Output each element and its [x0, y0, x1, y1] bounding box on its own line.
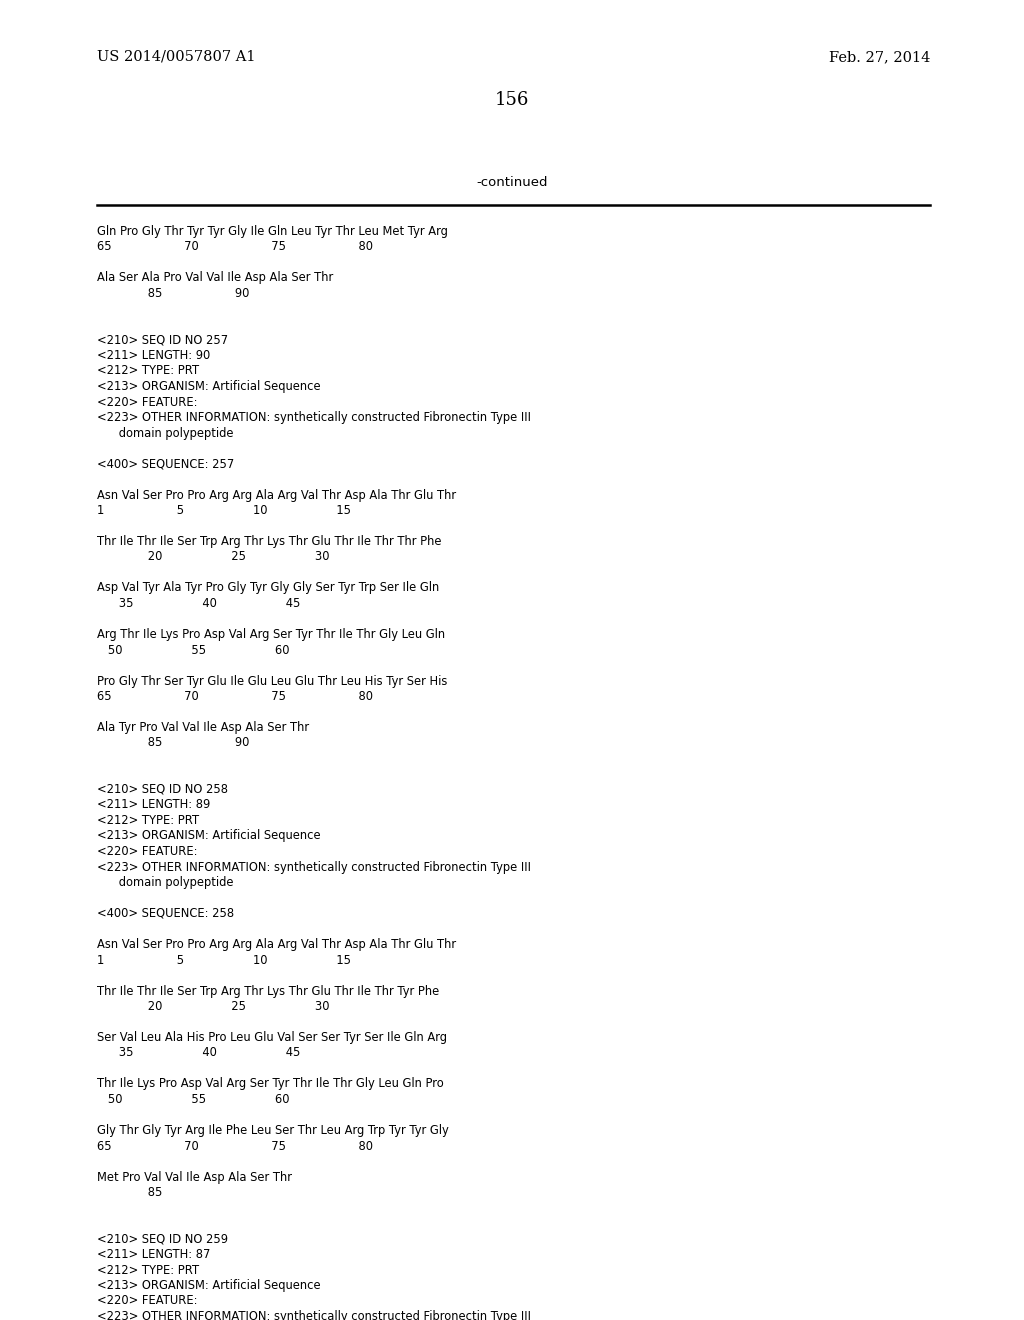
Text: Asn Val Ser Pro Pro Arg Arg Ala Arg Val Thr Asp Ala Thr Glu Thr: Asn Val Ser Pro Pro Arg Arg Ala Arg Val …: [97, 939, 456, 950]
Text: <212> TYPE: PRT: <212> TYPE: PRT: [97, 1263, 199, 1276]
Text: 20                   25                   30: 20 25 30: [97, 550, 330, 564]
Text: Ala Tyr Pro Val Val Ile Asp Ala Ser Thr: Ala Tyr Pro Val Val Ile Asp Ala Ser Thr: [97, 721, 309, 734]
Text: 65                    70                    75                    80: 65 70 75 80: [97, 1139, 373, 1152]
Text: -continued: -continued: [476, 177, 548, 190]
Text: <211> LENGTH: 89: <211> LENGTH: 89: [97, 799, 210, 812]
Text: Asp Val Tyr Ala Tyr Pro Gly Tyr Gly Gly Ser Tyr Trp Ser Ile Gln: Asp Val Tyr Ala Tyr Pro Gly Tyr Gly Gly …: [97, 582, 439, 594]
Text: Thr Ile Thr Ile Ser Trp Arg Thr Lys Thr Glu Thr Ile Thr Thr Phe: Thr Ile Thr Ile Ser Trp Arg Thr Lys Thr …: [97, 535, 441, 548]
Text: <220> FEATURE:: <220> FEATURE:: [97, 845, 198, 858]
Text: Ala Ser Ala Pro Val Val Ile Asp Ala Ser Thr: Ala Ser Ala Pro Val Val Ile Asp Ala Ser …: [97, 272, 333, 285]
Text: Gly Thr Gly Tyr Arg Ile Phe Leu Ser Thr Leu Arg Trp Tyr Tyr Gly: Gly Thr Gly Tyr Arg Ile Phe Leu Ser Thr …: [97, 1125, 449, 1137]
Text: Thr Ile Lys Pro Asp Val Arg Ser Tyr Thr Ile Thr Gly Leu Gln Pro: Thr Ile Lys Pro Asp Val Arg Ser Tyr Thr …: [97, 1077, 443, 1090]
Text: domain polypeptide: domain polypeptide: [97, 426, 233, 440]
Text: Ser Val Leu Ala His Pro Leu Glu Val Ser Ser Tyr Ser Ile Gln Arg: Ser Val Leu Ala His Pro Leu Glu Val Ser …: [97, 1031, 447, 1044]
Text: Met Pro Val Val Ile Asp Ala Ser Thr: Met Pro Val Val Ile Asp Ala Ser Thr: [97, 1171, 292, 1184]
Text: <220> FEATURE:: <220> FEATURE:: [97, 1295, 198, 1308]
Text: <211> LENGTH: 87: <211> LENGTH: 87: [97, 1247, 210, 1261]
Text: 156: 156: [495, 91, 529, 110]
Text: Asn Val Ser Pro Pro Arg Arg Ala Arg Val Thr Asp Ala Thr Glu Thr: Asn Val Ser Pro Pro Arg Arg Ala Arg Val …: [97, 488, 456, 502]
Text: <223> OTHER INFORMATION: synthetically constructed Fibronectin Type III: <223> OTHER INFORMATION: synthetically c…: [97, 411, 531, 424]
Text: 50                   55                   60: 50 55 60: [97, 644, 290, 656]
Text: Feb. 27, 2014: Feb. 27, 2014: [828, 50, 930, 63]
Text: 65                    70                    75                    80: 65 70 75 80: [97, 690, 373, 704]
Text: 1                    5                   10                   15: 1 5 10 15: [97, 953, 351, 966]
Text: <400> SEQUENCE: 258: <400> SEQUENCE: 258: [97, 907, 234, 920]
Text: <223> OTHER INFORMATION: synthetically constructed Fibronectin Type III: <223> OTHER INFORMATION: synthetically c…: [97, 1309, 531, 1320]
Text: <210> SEQ ID NO 257: <210> SEQ ID NO 257: [97, 334, 228, 346]
Text: 35                   40                   45: 35 40 45: [97, 597, 300, 610]
Text: <400> SEQUENCE: 257: <400> SEQUENCE: 257: [97, 458, 234, 470]
Text: 65                    70                    75                    80: 65 70 75 80: [97, 240, 373, 253]
Text: <220> FEATURE:: <220> FEATURE:: [97, 396, 198, 408]
Text: 85                    90: 85 90: [97, 737, 250, 750]
Text: US 2014/0057807 A1: US 2014/0057807 A1: [97, 50, 256, 63]
Text: <213> ORGANISM: Artificial Sequence: <213> ORGANISM: Artificial Sequence: [97, 829, 321, 842]
Text: 85                    90: 85 90: [97, 286, 250, 300]
Text: <212> TYPE: PRT: <212> TYPE: PRT: [97, 814, 199, 828]
Text: 50                   55                   60: 50 55 60: [97, 1093, 290, 1106]
Text: 35                   40                   45: 35 40 45: [97, 1047, 300, 1060]
Text: Arg Thr Ile Lys Pro Asp Val Arg Ser Tyr Thr Ile Thr Gly Leu Gln: Arg Thr Ile Lys Pro Asp Val Arg Ser Tyr …: [97, 628, 445, 642]
Text: domain polypeptide: domain polypeptide: [97, 876, 233, 888]
Text: <210> SEQ ID NO 258: <210> SEQ ID NO 258: [97, 783, 228, 796]
Text: Gln Pro Gly Thr Tyr Tyr Gly Ile Gln Leu Tyr Thr Leu Met Tyr Arg: Gln Pro Gly Thr Tyr Tyr Gly Ile Gln Leu …: [97, 224, 447, 238]
Text: <223> OTHER INFORMATION: synthetically constructed Fibronectin Type III: <223> OTHER INFORMATION: synthetically c…: [97, 861, 531, 874]
Text: 85: 85: [97, 1185, 163, 1199]
Text: <213> ORGANISM: Artificial Sequence: <213> ORGANISM: Artificial Sequence: [97, 380, 321, 393]
Text: <210> SEQ ID NO 259: <210> SEQ ID NO 259: [97, 1233, 228, 1246]
Text: <213> ORGANISM: Artificial Sequence: <213> ORGANISM: Artificial Sequence: [97, 1279, 321, 1292]
Text: Thr Ile Thr Ile Ser Trp Arg Thr Lys Thr Glu Thr Ile Thr Tyr Phe: Thr Ile Thr Ile Ser Trp Arg Thr Lys Thr …: [97, 985, 439, 998]
Text: 1                    5                   10                   15: 1 5 10 15: [97, 504, 351, 517]
Text: 20                   25                   30: 20 25 30: [97, 1001, 330, 1012]
Text: Pro Gly Thr Ser Tyr Glu Ile Glu Leu Glu Thr Leu His Tyr Ser His: Pro Gly Thr Ser Tyr Glu Ile Glu Leu Glu …: [97, 675, 447, 688]
Text: <212> TYPE: PRT: <212> TYPE: PRT: [97, 364, 199, 378]
Text: <211> LENGTH: 90: <211> LENGTH: 90: [97, 348, 210, 362]
